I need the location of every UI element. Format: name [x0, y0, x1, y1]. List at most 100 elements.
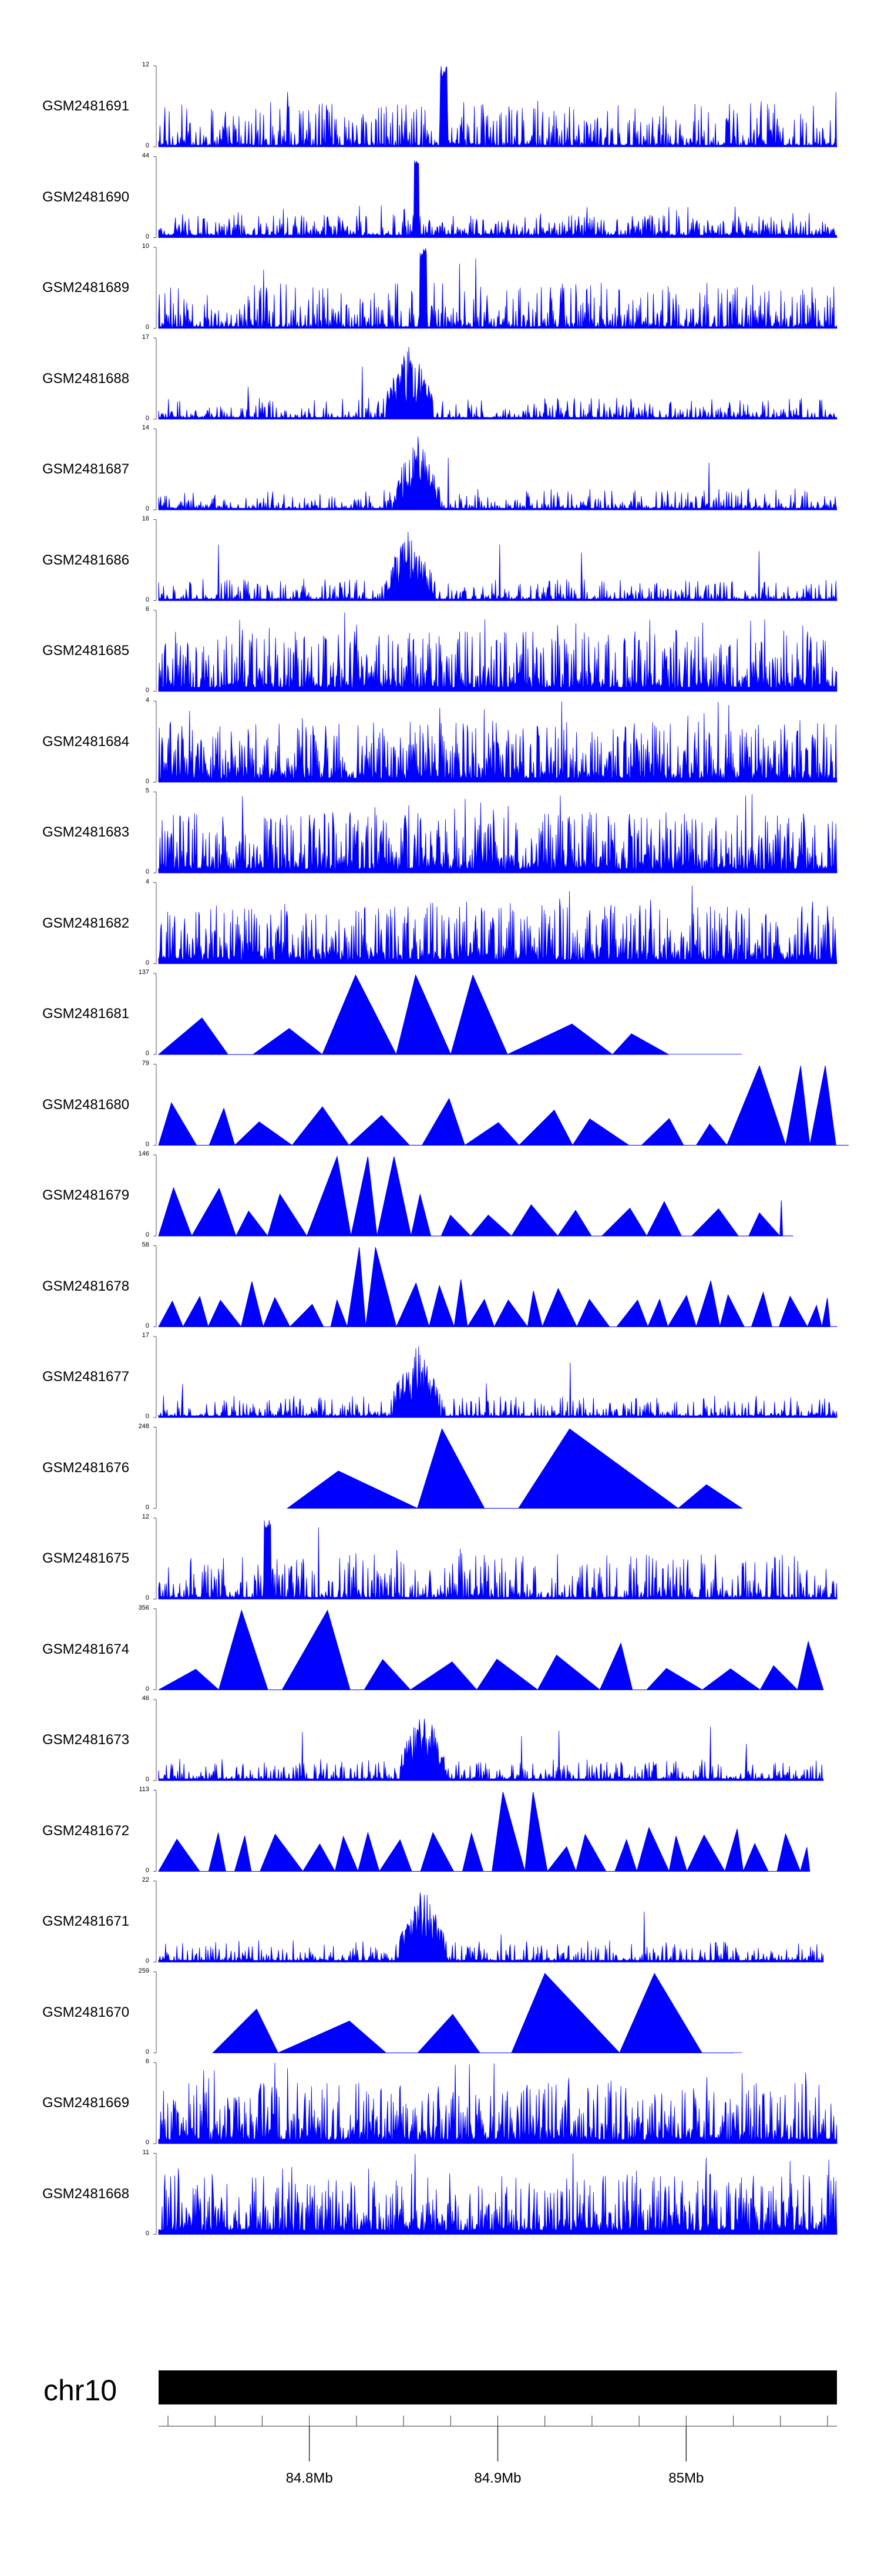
- y-min-label: 0: [145, 1322, 149, 1329]
- coverage-area: [158, 160, 838, 238]
- coverage-area: [158, 1892, 824, 1963]
- coverage-area: [158, 612, 838, 692]
- y-max-label: 12: [142, 61, 149, 68]
- coverage-area: [158, 436, 838, 511]
- coverage-area: [158, 2153, 838, 2235]
- y-max-label: 6: [145, 606, 149, 613]
- y-min-label: 0: [145, 777, 149, 785]
- genome-tick-label: 84.9Mb: [474, 2470, 522, 2486]
- track-label: GSM2481673: [42, 1732, 130, 1748]
- coverage-area: [158, 66, 838, 147]
- track-label: GSM2481687: [42, 461, 130, 477]
- track-label: GSM2481677: [42, 1369, 130, 1385]
- y-max-label: 44: [142, 152, 149, 159]
- y-min-label: 0: [145, 1866, 149, 1874]
- y-min-label: 0: [145, 324, 149, 331]
- coverage-area: [158, 701, 838, 782]
- y-max-label: 146: [138, 1150, 149, 1157]
- y-min-label: 0: [145, 142, 149, 149]
- y-min-label: 0: [145, 687, 149, 694]
- y-max-label: 14: [142, 424, 149, 431]
- coverage-area: [158, 1247, 838, 1328]
- track-label: GSM2481679: [42, 1187, 130, 1203]
- track-label: GSM2481671: [42, 1913, 130, 1929]
- y-min-label: 0: [145, 2229, 149, 2237]
- genome-tick-label: 85Mb: [668, 2470, 704, 2486]
- coverage-area: [158, 885, 838, 964]
- track-label: GSM2481668: [42, 2185, 130, 2202]
- track-label: GSM2481689: [42, 280, 130, 295]
- coverage-area: [158, 2063, 838, 2144]
- genome-tick-label: 84.8Mb: [285, 2470, 333, 2486]
- y-min-label: 0: [145, 1685, 149, 1692]
- track-label: GSM2481684: [42, 733, 130, 750]
- y-min-label: 0: [145, 1957, 149, 1964]
- y-max-label: 17: [142, 333, 149, 341]
- coverage-area: [158, 1155, 793, 1237]
- coverage-area: [286, 1428, 743, 1509]
- track-label: GSM2481676: [42, 1459, 130, 1476]
- y-max-label: 11: [142, 2148, 149, 2156]
- y-max-label: 17: [142, 1332, 149, 1339]
- y-min-label: 0: [145, 2048, 149, 2056]
- track-label: GSM2481669: [42, 2095, 130, 2111]
- y-min-label: 0: [145, 1413, 149, 1420]
- y-min-label: 0: [145, 1231, 149, 1238]
- track-label: GSM2481685: [42, 643, 130, 659]
- track-label: GSM2481683: [42, 824, 130, 840]
- y-min-label: 0: [145, 1503, 149, 1511]
- y-max-label: 22: [142, 1876, 149, 1883]
- track-label: GSM2481691: [42, 98, 130, 114]
- coverage-area: [212, 1973, 734, 2054]
- coverage-area: [158, 1346, 838, 1418]
- y-max-label: 259: [138, 1967, 149, 1974]
- track-label: GSM2481682: [42, 915, 130, 931]
- track-label: GSM2481672: [42, 1822, 130, 1839]
- track-label: GSM2481681: [42, 1006, 130, 1022]
- track-label: GSM2481680: [42, 1096, 130, 1113]
- chromosome-label: chr10: [43, 2374, 117, 2407]
- y-min-label: 0: [145, 1594, 149, 1601]
- y-max-label: 10: [142, 243, 149, 250]
- y-min-label: 0: [145, 1776, 149, 1783]
- track-label: GSM2481675: [42, 1550, 130, 1566]
- track-label: GSM2481688: [42, 370, 130, 387]
- y-max-label: 356: [138, 1604, 149, 1611]
- coverage-area: [158, 1520, 838, 1600]
- y-max-label: 137: [138, 969, 149, 976]
- y-max-label: 46: [142, 1695, 149, 1702]
- y-max-label: 248: [138, 1422, 149, 1430]
- coverage-area: [158, 794, 838, 874]
- coverage-area: [158, 1718, 824, 1781]
- track-label: GSM2481678: [42, 1278, 130, 1294]
- y-min-label: 0: [145, 2139, 149, 2146]
- y-min-label: 0: [145, 1050, 149, 1057]
- y-min-label: 0: [145, 596, 149, 603]
- y-max-label: 5: [145, 787, 149, 794]
- y-max-label: 113: [139, 1785, 149, 1793]
- y-max-label: 6: [145, 2058, 149, 2065]
- coverage-area: [158, 532, 838, 601]
- y-min-label: 0: [145, 233, 149, 240]
- y-min-label: 0: [145, 505, 149, 512]
- coverage-area: [158, 1609, 824, 1691]
- track-label: GSM2481670: [42, 2004, 130, 2020]
- y-max-label: 4: [145, 878, 149, 885]
- track-label: GSM2481686: [42, 552, 130, 568]
- y-max-label: 12: [142, 1513, 149, 1520]
- y-max-label: 16: [142, 515, 149, 522]
- y-min-label: 0: [145, 959, 149, 966]
- coverage-area: [158, 1064, 849, 1147]
- chromosome-bar: [159, 2370, 837, 2404]
- track-label: GSM2481674: [42, 1641, 130, 1657]
- y-max-label: 58: [142, 1241, 149, 1248]
- y-max-label: 4: [145, 696, 149, 704]
- y-min-label: 0: [145, 868, 149, 875]
- coverage-area: [157, 974, 670, 1056]
- coverage-area: [158, 347, 838, 419]
- y-max-label: 79: [142, 1059, 149, 1067]
- track-label: GSM2481690: [42, 189, 130, 205]
- y-min-label: 0: [145, 414, 149, 422]
